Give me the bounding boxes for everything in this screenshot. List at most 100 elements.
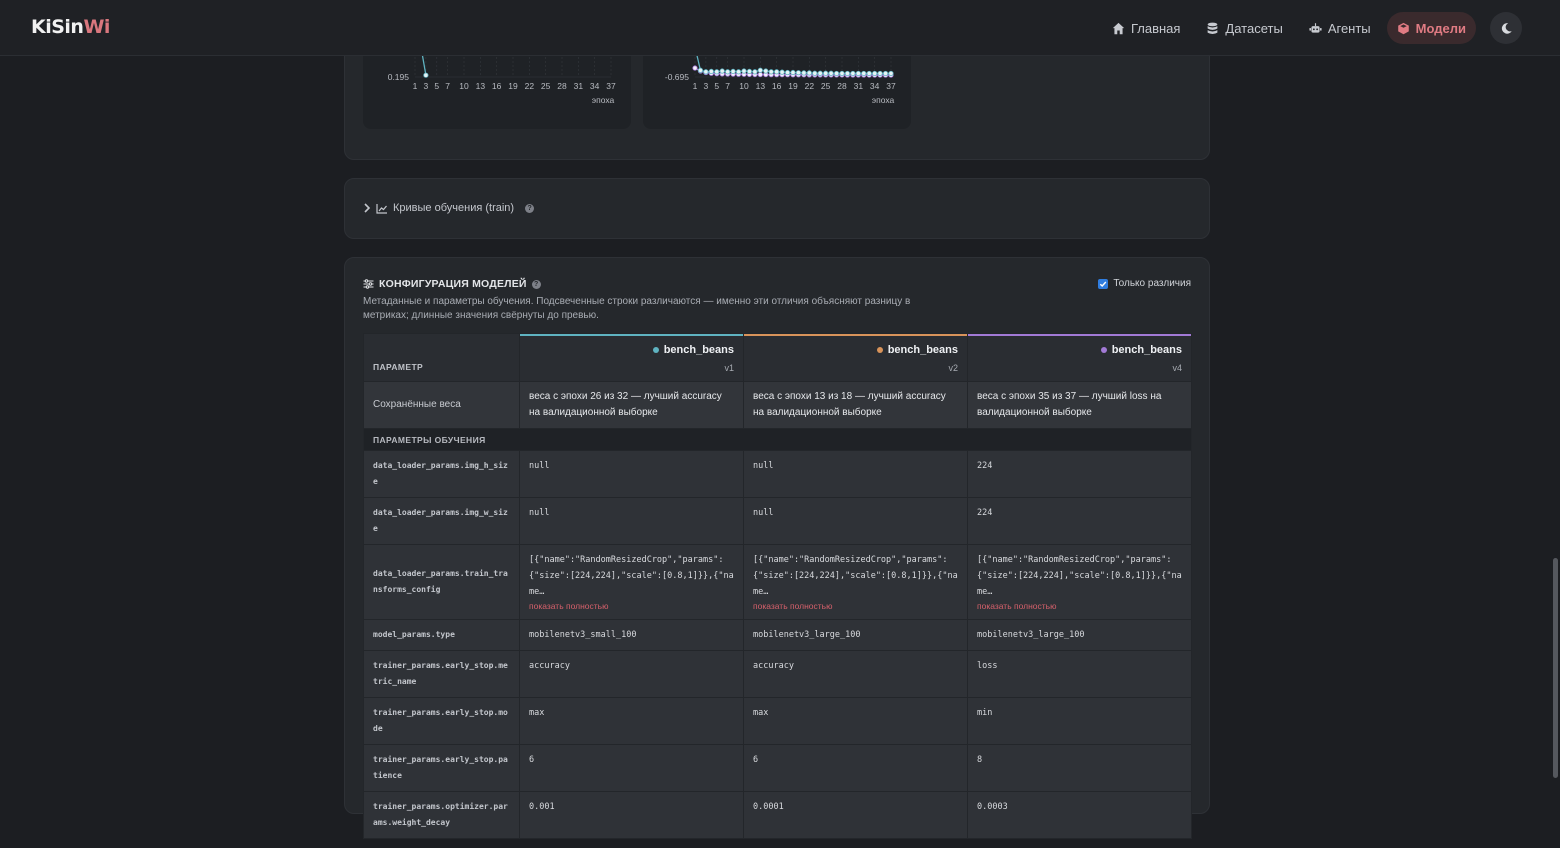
x-tick-label: 7 (445, 81, 450, 91)
brand-logo[interactable]: KiSinWi (31, 16, 110, 38)
param-value: веса с эпохи 13 из 18 — лучший accuracy … (743, 381, 968, 429)
x-tick-label: 16 (772, 81, 782, 91)
data-point (703, 69, 709, 75)
nav-link-label: Главная (1130, 20, 1181, 36)
model-color-bar (968, 334, 1191, 336)
sliders-icon (363, 279, 374, 289)
model-color-bar (520, 334, 743, 336)
model-color-dot (1100, 347, 1107, 353)
line-chart-icon (376, 203, 387, 214)
table-row: trainer_params.early_stop.patience 6 6 8 (363, 744, 1192, 792)
config-title-text: КОНФИГУРАЦИЯ МОДЕЛЕЙ (379, 278, 527, 290)
param-name: trainer_params.optimizer.params.weight_d… (363, 791, 520, 839)
data-point (784, 69, 791, 76)
table-row: data_loader_params.train_transforms_conf… (363, 544, 1192, 620)
data-point (790, 69, 796, 76)
param-value: 0.0003 (967, 791, 1192, 839)
help-icon[interactable]: ? (531, 279, 541, 289)
nav-link-home[interactable]: Главная (1102, 12, 1190, 44)
data-point (423, 72, 429, 78)
param-name: trainer_params.early_stop.metric_name (363, 650, 520, 698)
config-title: КОНФИГУРАЦИЯ МОДЕЛЕЙ ? (363, 278, 541, 290)
param-value-cell: [{"name":"RandomResizedCrop","params":{"… (743, 544, 968, 620)
param-value: 224 (967, 450, 1192, 498)
param-name: data_loader_params.train_transforms_conf… (363, 544, 520, 620)
show-full-link[interactable]: показать полностью (529, 601, 609, 611)
data-point (833, 70, 840, 77)
show-full-link[interactable]: показать полностью (977, 601, 1057, 611)
x-tick-label: 25 (541, 81, 551, 91)
param-value: [{"name":"RandomResizedCrop","params":{"… (753, 555, 958, 597)
x-tick-label: 5 (434, 81, 439, 91)
config-table: ПАРАМЕТР bench_beans v1 bench_beans v2 b… (363, 333, 1192, 839)
help-icon[interactable]: ? (525, 203, 535, 213)
chevron-right-icon (364, 203, 371, 213)
x-tick-label: 22 (805, 81, 815, 91)
home-icon (1112, 22, 1125, 34)
learning-curves-toggle[interactable]: Кривые обучения (train) ? (363, 202, 535, 214)
x-axis-label: эпоха (872, 95, 895, 105)
data-point (817, 70, 823, 76)
param-column-header: ПАРАМЕТР (363, 333, 520, 382)
data-point (779, 69, 785, 75)
models-config-card: КОНФИГУРАЦИЯ МОДЕЛЕЙ ? Только различия М… (344, 257, 1210, 839)
data-point (692, 65, 698, 71)
param-value: max (743, 697, 968, 745)
data-point (697, 67, 704, 73)
data-point (866, 70, 872, 77)
x-tick-label: 3 (424, 81, 429, 91)
model-column-header-v2: bench_beans v2 (743, 333, 968, 382)
param-value: loss (967, 650, 1192, 698)
robot-icon (1309, 22, 1322, 33)
show-full-link[interactable]: показать полностью (753, 601, 833, 611)
data-point (725, 69, 731, 75)
x-tick-label: 1 (413, 81, 418, 91)
x-tick-label: 10 (459, 81, 469, 91)
table-row: model_params.type mobilenetv3_small_100 … (363, 619, 1192, 651)
data-point (882, 70, 889, 77)
x-tick-label: 25 (821, 81, 831, 91)
data-point (730, 68, 736, 75)
param-value: null (519, 450, 744, 498)
x-tick-label: 3 (704, 81, 709, 91)
nav-link-models[interactable]: Модели (1386, 12, 1476, 44)
data-point (812, 70, 818, 76)
x-tick-label: 31 (574, 81, 584, 91)
x-tick-label: 31 (854, 81, 864, 91)
data-point (872, 70, 878, 77)
x-tick-label: 22 (525, 81, 535, 91)
data-point (823, 70, 829, 76)
model-column-header-v4: bench_beans v4 (967, 333, 1192, 382)
x-tick-label: 37 (886, 81, 896, 91)
param-value: mobilenetv3_small_100 (519, 619, 744, 651)
param-value: веса с эпохи 35 из 37 — лучший loss на в… (967, 381, 1192, 429)
diff-only-toggle[interactable]: Только различия (1098, 278, 1191, 289)
nav-link-datasets[interactable]: Датасеты (1196, 12, 1292, 44)
param-name: data_loader_params.img_h_size (363, 450, 520, 498)
data-point (752, 69, 758, 75)
section-label: ПАРАМЕТРЫ ОБУЧЕНИЯ (363, 428, 1192, 451)
param-value: 224 (967, 497, 1192, 545)
nav-link-agents[interactable]: Агенты (1299, 12, 1381, 44)
param-value: null (743, 450, 968, 498)
data-point (861, 70, 867, 77)
param-value: null (519, 497, 744, 545)
x-tick-label: 34 (590, 81, 600, 91)
param-name: trainer_params.early_stop.mode (363, 697, 520, 745)
page-scrollbar[interactable] (1553, 558, 1558, 778)
table-row: data_loader_params.img_h_size null null … (363, 450, 1192, 498)
param-value-cell: [{"name":"RandomResizedCrop","params":{"… (519, 544, 744, 620)
diff-only-label: Только различия (1113, 278, 1191, 289)
checkmark-icon (1100, 281, 1107, 287)
data-point (844, 70, 851, 77)
diff-only-checkbox[interactable] (1098, 278, 1109, 289)
param-value-cell: [{"name":"RandomResizedCrop","params":{"… (967, 544, 1192, 620)
theme-toggle-button[interactable] (1490, 12, 1522, 44)
data-point (855, 70, 861, 77)
param-value: [{"name":"RandomResizedCrop","params":{"… (529, 555, 734, 597)
table-header-row: ПАРАМЕТР bench_beans v1 bench_beans v2 b… (363, 333, 1192, 382)
nav-link-label: Датасеты (1225, 20, 1283, 36)
cube-icon (1397, 22, 1409, 34)
data-point (719, 68, 725, 74)
